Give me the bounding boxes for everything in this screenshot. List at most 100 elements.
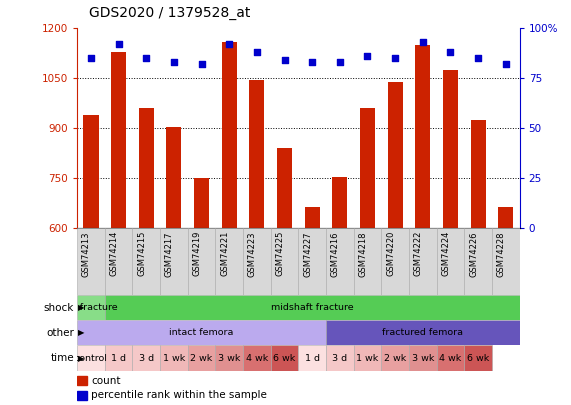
Point: [473, 55, 482, 62]
Bar: [77, 345, 104, 371]
Bar: [83, 115, 99, 228]
Text: 6 wk: 6 wk: [467, 354, 489, 362]
Bar: [353, 345, 381, 371]
Text: control: control: [74, 354, 107, 362]
Bar: [299, 228, 326, 295]
Bar: [77, 320, 326, 345]
Bar: [243, 345, 271, 371]
Bar: [188, 345, 215, 371]
Text: GSM74219: GSM74219: [192, 231, 202, 277]
Bar: [104, 228, 132, 295]
Text: ▶: ▶: [78, 328, 84, 337]
Bar: [492, 228, 520, 295]
Point: [418, 39, 427, 46]
Bar: [271, 345, 298, 371]
Bar: [277, 148, 292, 228]
Point: [224, 41, 234, 48]
Text: GSM74216: GSM74216: [331, 231, 340, 277]
Point: [280, 57, 289, 64]
Text: GSM74221: GSM74221: [220, 231, 229, 277]
Bar: [326, 228, 353, 295]
Point: [391, 55, 400, 62]
Text: time: time: [51, 353, 74, 363]
Bar: [437, 228, 464, 295]
Text: GSM74224: GSM74224: [441, 231, 451, 277]
Bar: [132, 228, 160, 295]
Bar: [194, 178, 209, 228]
Point: [501, 61, 510, 68]
Text: 1 d: 1 d: [111, 354, 126, 362]
Point: [86, 55, 95, 62]
Text: GSM74217: GSM74217: [165, 231, 174, 277]
Bar: [160, 228, 188, 295]
Text: GSM74213: GSM74213: [82, 231, 91, 277]
Bar: [160, 345, 188, 371]
Bar: [271, 228, 298, 295]
Bar: [77, 228, 104, 295]
Point: [170, 59, 179, 66]
Text: 3 wk: 3 wk: [218, 354, 240, 362]
Text: GSM74220: GSM74220: [386, 231, 395, 277]
Text: GSM74214: GSM74214: [110, 231, 119, 277]
Bar: [304, 207, 320, 228]
Bar: [243, 228, 271, 295]
Text: count: count: [91, 376, 120, 386]
Bar: [464, 345, 492, 371]
Bar: [326, 320, 520, 345]
Bar: [409, 228, 437, 295]
Text: intact femora: intact femora: [170, 328, 234, 337]
Point: [197, 61, 206, 68]
Text: GSM74227: GSM74227: [303, 231, 312, 277]
Bar: [443, 70, 458, 228]
Point: [308, 59, 317, 66]
Bar: [215, 228, 243, 295]
Text: 3 d: 3 d: [139, 354, 154, 362]
Text: no fracture: no fracture: [65, 303, 117, 312]
Bar: [215, 345, 243, 371]
Text: shock: shock: [44, 303, 74, 313]
Bar: [77, 391, 87, 400]
Bar: [437, 345, 464, 371]
Bar: [132, 345, 160, 371]
Bar: [326, 345, 353, 371]
Point: [114, 41, 123, 48]
Text: 4 wk: 4 wk: [439, 354, 461, 362]
Bar: [381, 345, 409, 371]
Point: [335, 59, 344, 66]
Text: GSM74228: GSM74228: [497, 231, 506, 277]
Bar: [381, 228, 409, 295]
Text: 2 wk: 2 wk: [190, 354, 212, 362]
Bar: [360, 109, 375, 228]
Text: GSM74223: GSM74223: [248, 231, 257, 277]
Bar: [250, 80, 264, 228]
Bar: [222, 42, 237, 228]
Text: 1 d: 1 d: [305, 354, 320, 362]
Text: GSM74222: GSM74222: [414, 231, 423, 277]
Text: 2 wk: 2 wk: [384, 354, 407, 362]
Bar: [166, 127, 182, 228]
Bar: [104, 345, 132, 371]
Text: 3 wk: 3 wk: [412, 354, 434, 362]
Bar: [415, 45, 431, 228]
Bar: [111, 52, 126, 228]
Text: other: other: [46, 328, 74, 338]
Text: percentile rank within the sample: percentile rank within the sample: [91, 390, 267, 401]
Text: ▶: ▶: [78, 354, 84, 362]
Bar: [139, 109, 154, 228]
Bar: [388, 82, 403, 228]
Text: 4 wk: 4 wk: [246, 354, 268, 362]
Text: midshaft fracture: midshaft fracture: [271, 303, 353, 312]
Bar: [299, 345, 326, 371]
Text: ▶: ▶: [78, 303, 84, 312]
Bar: [188, 228, 215, 295]
Point: [446, 49, 455, 55]
Text: GSM74215: GSM74215: [137, 231, 146, 277]
Bar: [77, 376, 87, 386]
Bar: [77, 295, 104, 320]
Bar: [498, 207, 513, 228]
Text: GSM74218: GSM74218: [359, 231, 368, 277]
Text: fractured femora: fractured femora: [383, 328, 463, 337]
Point: [363, 53, 372, 60]
Text: GSM74225: GSM74225: [276, 231, 284, 277]
Bar: [332, 177, 347, 228]
